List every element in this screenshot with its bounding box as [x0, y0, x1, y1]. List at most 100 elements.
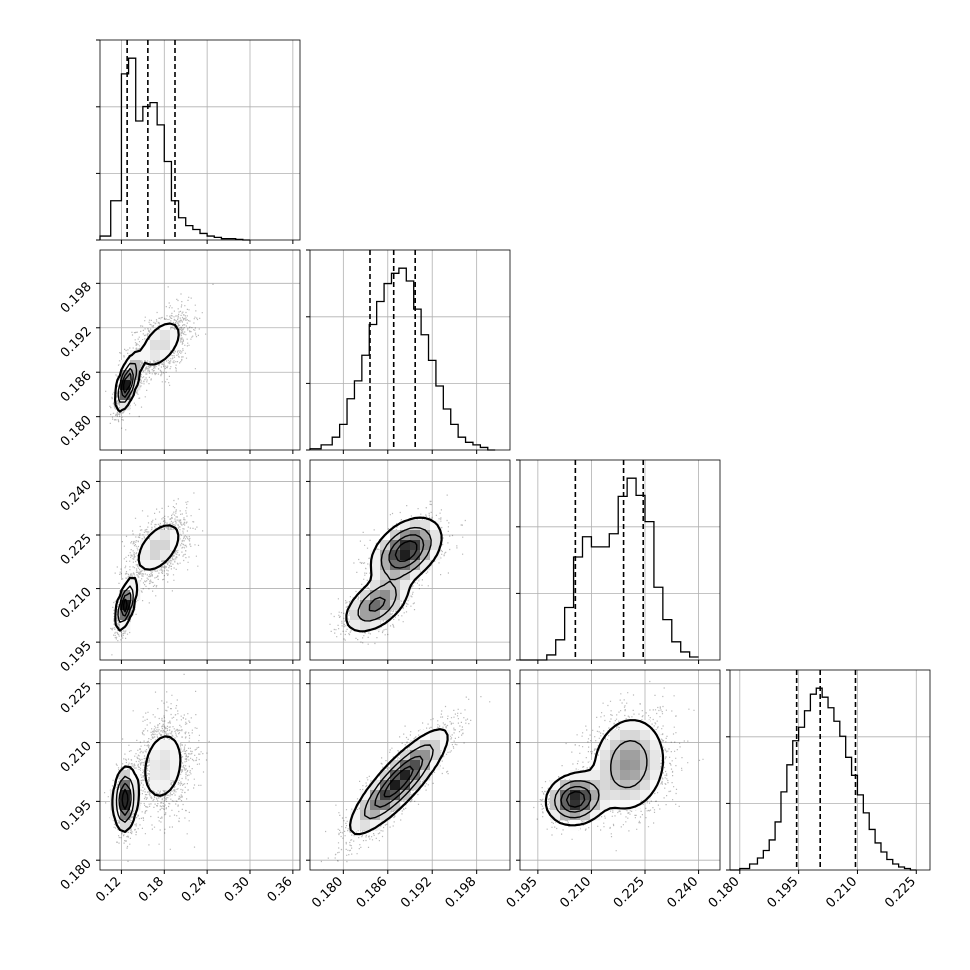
- density-cell: [420, 760, 431, 771]
- density-cell: [620, 760, 631, 771]
- density-cell: [370, 820, 381, 831]
- panel-content: [100, 670, 300, 870]
- density-cell: [370, 790, 381, 801]
- density-cell: [620, 750, 631, 761]
- density-contour: [121, 788, 129, 810]
- density-cell: [610, 780, 621, 791]
- density-cell: [140, 540, 151, 551]
- density-cell: [600, 760, 611, 771]
- density-cell: [120, 820, 131, 831]
- density-cell: [430, 730, 441, 741]
- density-cell: [400, 580, 411, 591]
- histogram-panel-0: [96, 39, 301, 241]
- density-cell: [410, 740, 421, 751]
- density-cell: [420, 540, 431, 551]
- y-tick-label: 0.186: [58, 368, 95, 405]
- density-cell: [160, 350, 171, 361]
- density-cell: [400, 750, 411, 761]
- density-contour: [565, 791, 586, 808]
- density-cell: [150, 540, 161, 551]
- density-cell: [370, 810, 381, 821]
- density-cell: [160, 330, 171, 341]
- density-cell: [590, 780, 601, 791]
- density-cell: [370, 600, 381, 611]
- density-cell: [160, 540, 171, 551]
- density-cell: [390, 530, 401, 541]
- density-cell: [650, 770, 661, 781]
- y-tick-label: 0.198: [58, 280, 95, 317]
- density-cell: [590, 770, 601, 781]
- histogram-panel-1: [306, 249, 511, 451]
- panel-frame: [309, 669, 511, 871]
- density-contour: [111, 735, 182, 833]
- density-cell: [140, 560, 151, 571]
- density-cell: [610, 760, 621, 771]
- density-cell: [640, 750, 651, 761]
- density-cell: [370, 550, 381, 561]
- density-cell: [400, 590, 411, 601]
- x-tick-label: 0.195: [765, 874, 802, 911]
- density-cell: [610, 750, 621, 761]
- panel-frame: [99, 39, 301, 241]
- y-tick-label: 0.240: [58, 478, 95, 515]
- density-cell: [150, 550, 161, 561]
- density-cell: [110, 800, 121, 811]
- density-contour: [122, 372, 132, 394]
- density-cell: [140, 550, 151, 561]
- scatter-panel-0-1: [99, 249, 301, 451]
- density-cell: [640, 720, 651, 731]
- density-cell: [630, 760, 641, 771]
- density-cell: [610, 790, 621, 801]
- density-cell: [640, 790, 651, 801]
- density-contour: [117, 362, 138, 403]
- density-cell: [120, 600, 131, 611]
- density-cell: [600, 800, 611, 811]
- density-cell: [580, 770, 591, 781]
- density-cell: [420, 520, 431, 531]
- density-cell: [440, 740, 451, 751]
- density-cell: [410, 770, 421, 781]
- density-cell: [160, 550, 171, 561]
- x-tick-label: 0.18: [136, 874, 167, 905]
- density-cell: [150, 350, 161, 361]
- histogram-panel-3: [726, 669, 931, 871]
- density-cell: [380, 780, 391, 791]
- density-cell: [590, 810, 601, 821]
- density-cell: [620, 730, 631, 741]
- density-cell: [370, 620, 381, 631]
- density-cell: [120, 780, 131, 791]
- scatter-panel-2-3: [519, 669, 721, 871]
- density-cell: [570, 790, 581, 801]
- density-cell: [350, 600, 361, 611]
- x-tick-label: 0.192: [398, 874, 435, 911]
- density-contour: [120, 592, 132, 617]
- density-cell: [570, 810, 581, 821]
- density-cell: [390, 580, 401, 591]
- density-cell: [410, 570, 421, 581]
- density-cell: [380, 600, 391, 611]
- density-cell: [380, 610, 391, 621]
- density-cell: [390, 590, 401, 601]
- density-cell: [380, 560, 391, 571]
- density-cell: [120, 380, 131, 391]
- density-cell: [120, 390, 131, 401]
- density-cell: [610, 740, 621, 751]
- density-cell: [150, 770, 161, 781]
- density-cell: [580, 790, 591, 801]
- x-tick-label: 0.225: [611, 874, 648, 911]
- density-cell: [620, 740, 631, 751]
- density-cell: [380, 540, 391, 551]
- x-tick-label: 0.180: [706, 874, 743, 911]
- density-cell: [370, 780, 381, 791]
- density-cell: [120, 790, 131, 801]
- density-cell: [170, 770, 181, 781]
- density-cell: [120, 400, 131, 411]
- density-cell: [580, 780, 591, 791]
- density-cell: [400, 760, 411, 771]
- density-cell: [350, 810, 361, 821]
- x-tick-label: 0.30: [222, 874, 253, 905]
- density-cell: [170, 750, 181, 761]
- density-cell: [150, 740, 161, 751]
- density-cell: [410, 760, 421, 771]
- density-cell: [430, 740, 441, 751]
